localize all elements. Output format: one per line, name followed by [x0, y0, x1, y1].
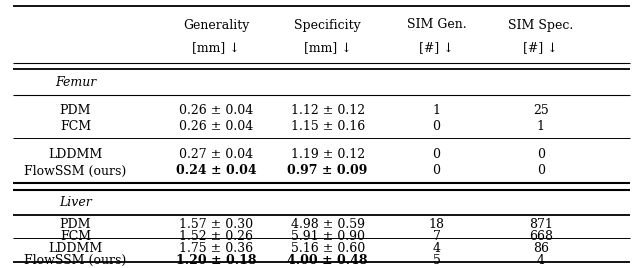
Text: 25: 25: [533, 105, 548, 117]
Text: 0: 0: [433, 165, 440, 177]
Text: 1: 1: [537, 121, 545, 133]
Text: SIM Gen.: SIM Gen.: [406, 18, 467, 32]
Text: 5.91 ± 0.90: 5.91 ± 0.90: [291, 230, 365, 244]
Text: 1.52 ± 0.26: 1.52 ± 0.26: [179, 230, 253, 244]
Text: SIM Spec.: SIM Spec.: [508, 18, 573, 32]
Text: 1: 1: [433, 105, 440, 117]
Text: [mm] ↓: [mm] ↓: [304, 42, 351, 54]
Text: 0.27 ± 0.04: 0.27 ± 0.04: [179, 147, 253, 161]
Text: 1.15 ± 0.16: 1.15 ± 0.16: [291, 121, 365, 133]
Text: 0: 0: [433, 121, 440, 133]
Text: 0.97 ± 0.09: 0.97 ± 0.09: [287, 165, 368, 177]
Text: FCM: FCM: [60, 230, 91, 244]
Text: FlowSSM (ours): FlowSSM (ours): [24, 165, 127, 177]
Text: 0.24 ± 0.04: 0.24 ± 0.04: [176, 165, 257, 177]
Text: 18: 18: [429, 218, 445, 230]
Text: 4.98 ± 0.59: 4.98 ± 0.59: [291, 218, 365, 230]
Text: 1.20 ± 0.18: 1.20 ± 0.18: [176, 254, 257, 266]
Text: PDM: PDM: [60, 218, 92, 230]
Text: 0: 0: [433, 147, 440, 161]
Text: 0.26 ± 0.04: 0.26 ± 0.04: [179, 121, 253, 133]
Text: 86: 86: [532, 243, 548, 255]
Text: [#] ↓: [#] ↓: [524, 42, 558, 54]
Text: 4.00 ± 0.48: 4.00 ± 0.48: [287, 254, 368, 266]
Text: 668: 668: [529, 230, 553, 244]
Text: LDDMM: LDDMM: [49, 147, 102, 161]
Text: 1.12 ± 0.12: 1.12 ± 0.12: [291, 105, 365, 117]
Text: [mm] ↓: [mm] ↓: [193, 42, 240, 54]
Text: 4: 4: [433, 243, 440, 255]
Text: LDDMM: LDDMM: [49, 243, 102, 255]
Text: FCM: FCM: [60, 121, 91, 133]
Text: 1.19 ± 0.12: 1.19 ± 0.12: [291, 147, 365, 161]
Text: 7: 7: [433, 230, 440, 244]
Text: Generality: Generality: [183, 18, 250, 32]
Text: FlowSSM (ours): FlowSSM (ours): [24, 254, 127, 266]
Text: 5: 5: [433, 254, 440, 266]
Text: 0: 0: [537, 165, 545, 177]
Text: 5.16 ± 0.60: 5.16 ± 0.60: [291, 243, 365, 255]
Text: PDM: PDM: [60, 105, 92, 117]
Text: Liver: Liver: [59, 195, 92, 209]
Text: 871: 871: [529, 218, 553, 230]
Text: 4: 4: [537, 254, 545, 266]
Text: [#] ↓: [#] ↓: [419, 42, 454, 54]
Text: Specificity: Specificity: [294, 18, 361, 32]
Text: Femur: Femur: [55, 76, 96, 88]
Text: 0: 0: [537, 147, 545, 161]
Text: 0.26 ± 0.04: 0.26 ± 0.04: [179, 105, 253, 117]
Text: 1.75 ± 0.36: 1.75 ± 0.36: [179, 243, 253, 255]
Text: 1.57 ± 0.30: 1.57 ± 0.30: [179, 218, 253, 230]
